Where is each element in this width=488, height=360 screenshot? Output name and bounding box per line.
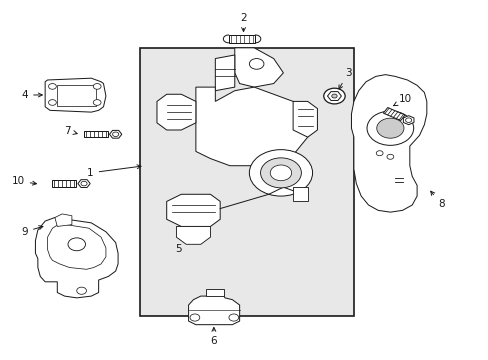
Polygon shape — [57, 85, 96, 106]
Circle shape — [93, 84, 101, 89]
Polygon shape — [403, 116, 413, 125]
Circle shape — [270, 165, 291, 181]
Circle shape — [48, 100, 56, 105]
Circle shape — [260, 158, 301, 188]
Polygon shape — [157, 94, 196, 130]
Circle shape — [376, 118, 403, 138]
Text: 3: 3 — [338, 68, 351, 89]
Text: 10: 10 — [393, 94, 411, 106]
Text: 7: 7 — [63, 126, 77, 136]
Polygon shape — [327, 92, 341, 100]
Circle shape — [93, 100, 101, 105]
Circle shape — [249, 150, 312, 196]
Circle shape — [112, 132, 119, 136]
Polygon shape — [52, 180, 76, 187]
Polygon shape — [351, 75, 426, 212]
Polygon shape — [55, 214, 72, 226]
Polygon shape — [35, 217, 118, 298]
Polygon shape — [84, 131, 107, 138]
Polygon shape — [188, 293, 239, 325]
Circle shape — [81, 181, 87, 186]
Text: 4: 4 — [21, 90, 42, 100]
Circle shape — [366, 111, 413, 145]
Polygon shape — [228, 35, 255, 43]
Polygon shape — [140, 48, 353, 316]
Polygon shape — [45, 78, 106, 112]
Circle shape — [228, 314, 238, 321]
Polygon shape — [234, 48, 283, 87]
Polygon shape — [47, 224, 106, 269]
Circle shape — [77, 287, 86, 294]
Circle shape — [331, 94, 336, 98]
Circle shape — [249, 59, 264, 69]
Polygon shape — [215, 55, 234, 91]
Polygon shape — [176, 226, 210, 244]
Text: 9: 9 — [21, 226, 43, 237]
Polygon shape — [383, 108, 404, 121]
Circle shape — [386, 154, 393, 159]
Circle shape — [190, 314, 200, 321]
Text: 2: 2 — [240, 13, 246, 31]
Text: 5: 5 — [175, 230, 183, 254]
Text: 10: 10 — [12, 176, 37, 186]
Polygon shape — [292, 102, 317, 137]
Text: 8: 8 — [430, 191, 444, 209]
Circle shape — [323, 88, 345, 104]
Text: 1: 1 — [87, 165, 141, 178]
Circle shape — [405, 118, 411, 122]
Polygon shape — [196, 87, 307, 166]
Polygon shape — [166, 194, 220, 226]
Text: 6: 6 — [210, 328, 217, 346]
Polygon shape — [292, 187, 307, 202]
Circle shape — [48, 84, 56, 89]
Polygon shape — [78, 180, 90, 188]
Polygon shape — [109, 130, 122, 138]
Circle shape — [68, 238, 85, 251]
Circle shape — [375, 151, 382, 156]
Polygon shape — [205, 289, 224, 296]
